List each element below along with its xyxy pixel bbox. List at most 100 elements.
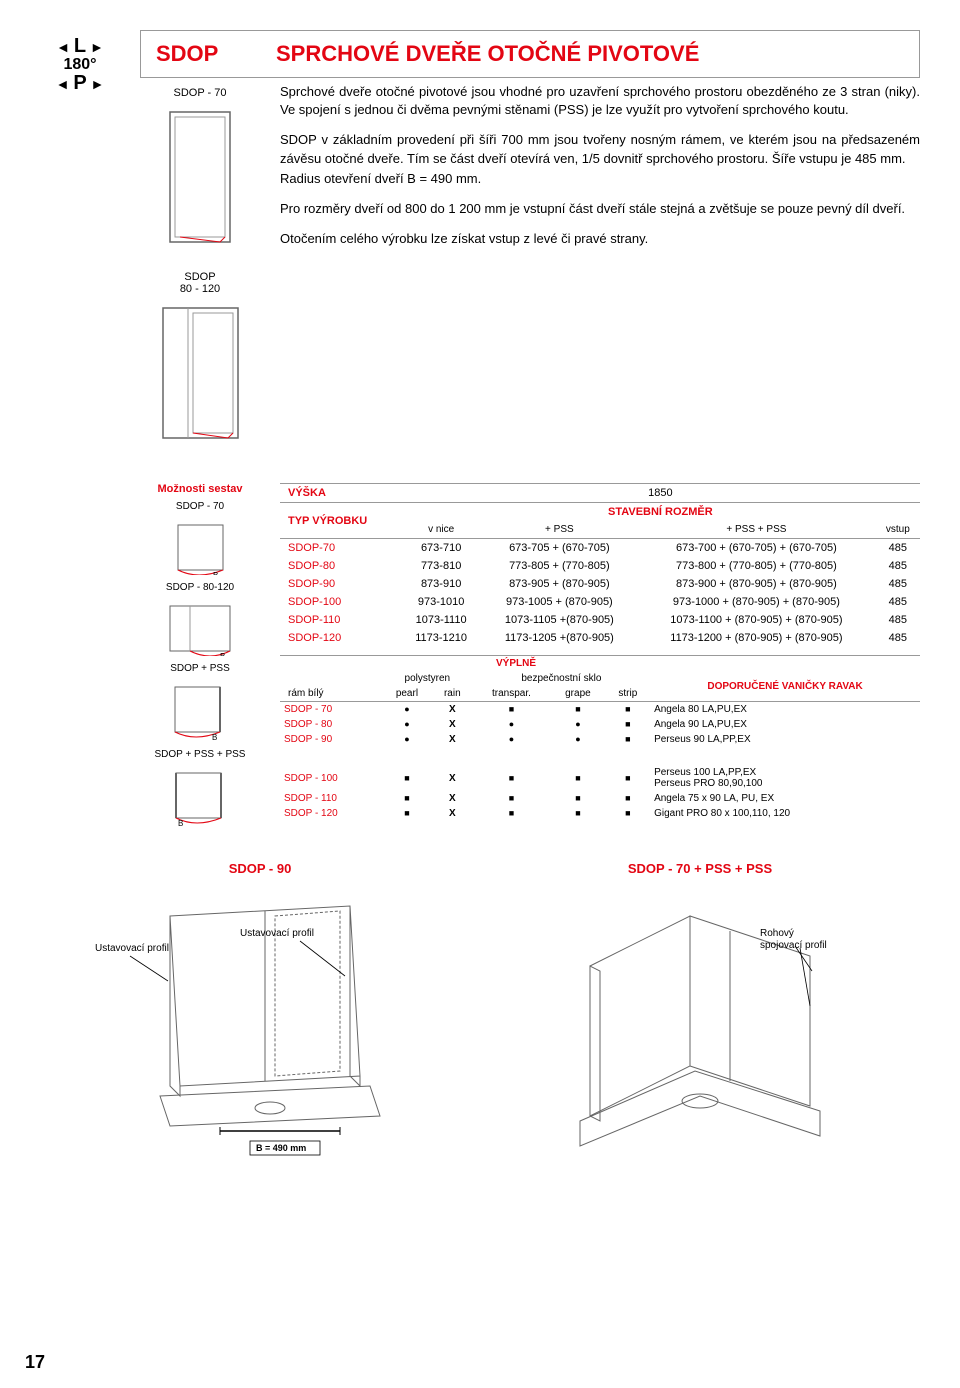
cell-typ: SDOP-110 <box>280 611 401 629</box>
paragraph-5: Otočením celého výrobku lze získat vstup… <box>280 230 920 248</box>
cell-van: Perseus 90 LA,PP,EX <box>650 732 920 747</box>
cell-mark <box>432 702 473 718</box>
cell-van: Angela 80 LA,PU,EX <box>650 702 920 718</box>
opt-diagram-2: B <box>165 601 235 656</box>
opt-label-1: SDOP - 70 <box>140 501 260 512</box>
th-pss: + PSS <box>482 521 638 539</box>
cell-mark <box>473 717 551 732</box>
svg-text:B: B <box>212 733 217 742</box>
cell-pss: 1073-1105 +(870-905) <box>482 611 638 629</box>
cell-vstup: 485 <box>876 629 920 647</box>
th-sklo: bezpečnostní sklo <box>473 671 650 686</box>
th-pss-pss: + PSS + PSS <box>637 521 875 539</box>
cell-mark <box>550 732 605 747</box>
cell-mark <box>382 791 432 806</box>
cell-mark <box>550 806 605 821</box>
opt-diagram-4: B <box>168 768 233 828</box>
cell-mark <box>432 806 473 821</box>
th-poly: polystyren <box>382 671 473 686</box>
th-rain: rain <box>432 686 473 702</box>
fig1-title: SDOP - 90 <box>62 861 458 876</box>
cell-van: Angela 90 LA,PU,EX <box>650 717 920 732</box>
cell-typ: SDOP-100 <box>280 593 401 611</box>
fill-table: VÝPLNĚ polystyren bezpečnostní sklo DOPO… <box>280 655 920 821</box>
th-vyska: VÝŠKA <box>280 484 401 503</box>
cell-pss: 973-1005 + (870-905) <box>482 593 638 611</box>
cell-typ: SDOP-120 <box>280 629 401 647</box>
cell-name: SDOP - 110 <box>280 791 382 806</box>
cell-mark <box>606 717 650 732</box>
cell-vstup: 485 <box>876 593 920 611</box>
diagram2-label: SDOP 80 - 120 <box>140 271 260 295</box>
opt-label-3: SDOP + PSS <box>140 663 260 674</box>
figure-sdop-90: Ustavovací profil Ustavovací profil B = … <box>90 886 430 1166</box>
th-typ: TYP VÝROBKU <box>280 503 401 539</box>
cell-name: SDOP - 80 <box>280 717 382 732</box>
cell-vnice: 1073-1110 <box>401 611 482 629</box>
fill-row: SDOP - 90 Perseus 90 LA,PP,EX <box>280 732 920 747</box>
fill-row: SDOP - 100Perseus 100 LA,PP,EX Perseus P… <box>280 765 920 791</box>
fill-row: SDOP - 70 Angela 80 LA,PU,EX <box>280 702 920 718</box>
cell-vnice: 973-1010 <box>401 593 482 611</box>
icon-l: L <box>74 35 86 57</box>
td-vyska-value: 1850 <box>401 484 920 503</box>
cell-pss-pss: 973-1000 + (870-905) + (870-905) <box>637 593 875 611</box>
cell-pss-pss: 1173-1200 + (870-905) + (870-905) <box>637 629 875 647</box>
cell-vnice: 1173-1210 <box>401 629 482 647</box>
cell-vnice: 873-910 <box>401 575 482 593</box>
paragraph-3: Radius otevření dveří B = 490 mm. <box>280 170 920 188</box>
cell-mark <box>432 791 473 806</box>
cell-pss: 773-805 + (770-805) <box>482 557 638 575</box>
figure-sdop-70-pss-pss: Rohový spojovací profil <box>530 886 870 1166</box>
cell-pss-pss: 873-900 + (870-905) + (870-905) <box>637 575 875 593</box>
th-ram: rám bílý <box>280 686 382 702</box>
cell-mark <box>432 732 473 747</box>
cell-vstup: 485 <box>876 611 920 629</box>
cell-name: SDOP - 120 <box>280 806 382 821</box>
cell-name: SDOP - 100 <box>280 765 382 791</box>
fig2-title: SDOP - 70 + PSS + PSS <box>502 861 898 876</box>
th-transpar: transpar. <box>473 686 551 702</box>
b-dimension-label: B = 490 mm <box>256 1143 306 1153</box>
cell-mark <box>432 765 473 791</box>
cell-name: SDOP - 70 <box>280 702 382 718</box>
cell-mark <box>382 806 432 821</box>
cell-name: SDOP - 90 <box>280 732 382 747</box>
opt-diagram-3: B <box>170 682 230 742</box>
icon-degree: 180° <box>40 58 120 72</box>
door-diagram-70 <box>165 107 235 247</box>
cell-mark <box>473 806 551 821</box>
cell-vnice: 673-710 <box>401 539 482 558</box>
cell-mark <box>382 702 432 718</box>
cell-vstup: 485 <box>876 557 920 575</box>
th-vnice: v nice <box>401 521 482 539</box>
svg-text:B: B <box>213 571 218 575</box>
cell-mark <box>473 765 551 791</box>
th-vyplne: VÝPLNĚ <box>382 656 650 672</box>
diagram1-label: SDOP - 70 <box>140 87 260 99</box>
cell-mark <box>606 765 650 791</box>
cell-pss: 673-705 + (670-705) <box>482 539 638 558</box>
cell-vstup: 485 <box>876 575 920 593</box>
fill-row: SDOP - 110 Angela 75 x 90 LA, PU, EX <box>280 791 920 806</box>
cell-mark <box>550 702 605 718</box>
dimensions-table: VÝŠKA 1850 TYP VÝROBKU STAVEBNÍ ROZMĚR v… <box>280 483 920 647</box>
th-vanicky: DOPORUČENÉ VANIČKY RAVAK <box>650 671 920 702</box>
icon-p: P <box>73 72 86 94</box>
th-grape: grape <box>550 686 605 702</box>
fig2-rohovy-label: Rohový <box>760 928 794 939</box>
cell-mark <box>550 717 605 732</box>
svg-text:B: B <box>220 652 225 656</box>
cell-mark <box>382 765 432 791</box>
cell-pss: 1173-1205 +(870-905) <box>482 629 638 647</box>
cell-van: Gigant PRO 80 x 100,110, 120 <box>650 806 920 821</box>
cell-mark <box>606 806 650 821</box>
title-box: SDOP SPRCHOVÉ DVEŘE OTOČNÉ PIVOTOVÉ <box>140 30 920 78</box>
cell-mark <box>382 717 432 732</box>
door-diagram-80-120 <box>158 303 243 443</box>
cell-mark <box>473 702 551 718</box>
th-strip: strip <box>606 686 650 702</box>
cell-van: Angela 75 x 90 LA, PU, EX <box>650 791 920 806</box>
table-row: SDOP-80 773-810 773-805 + (770-805) 773-… <box>280 557 920 575</box>
opt-diagram-1: B <box>173 520 228 575</box>
